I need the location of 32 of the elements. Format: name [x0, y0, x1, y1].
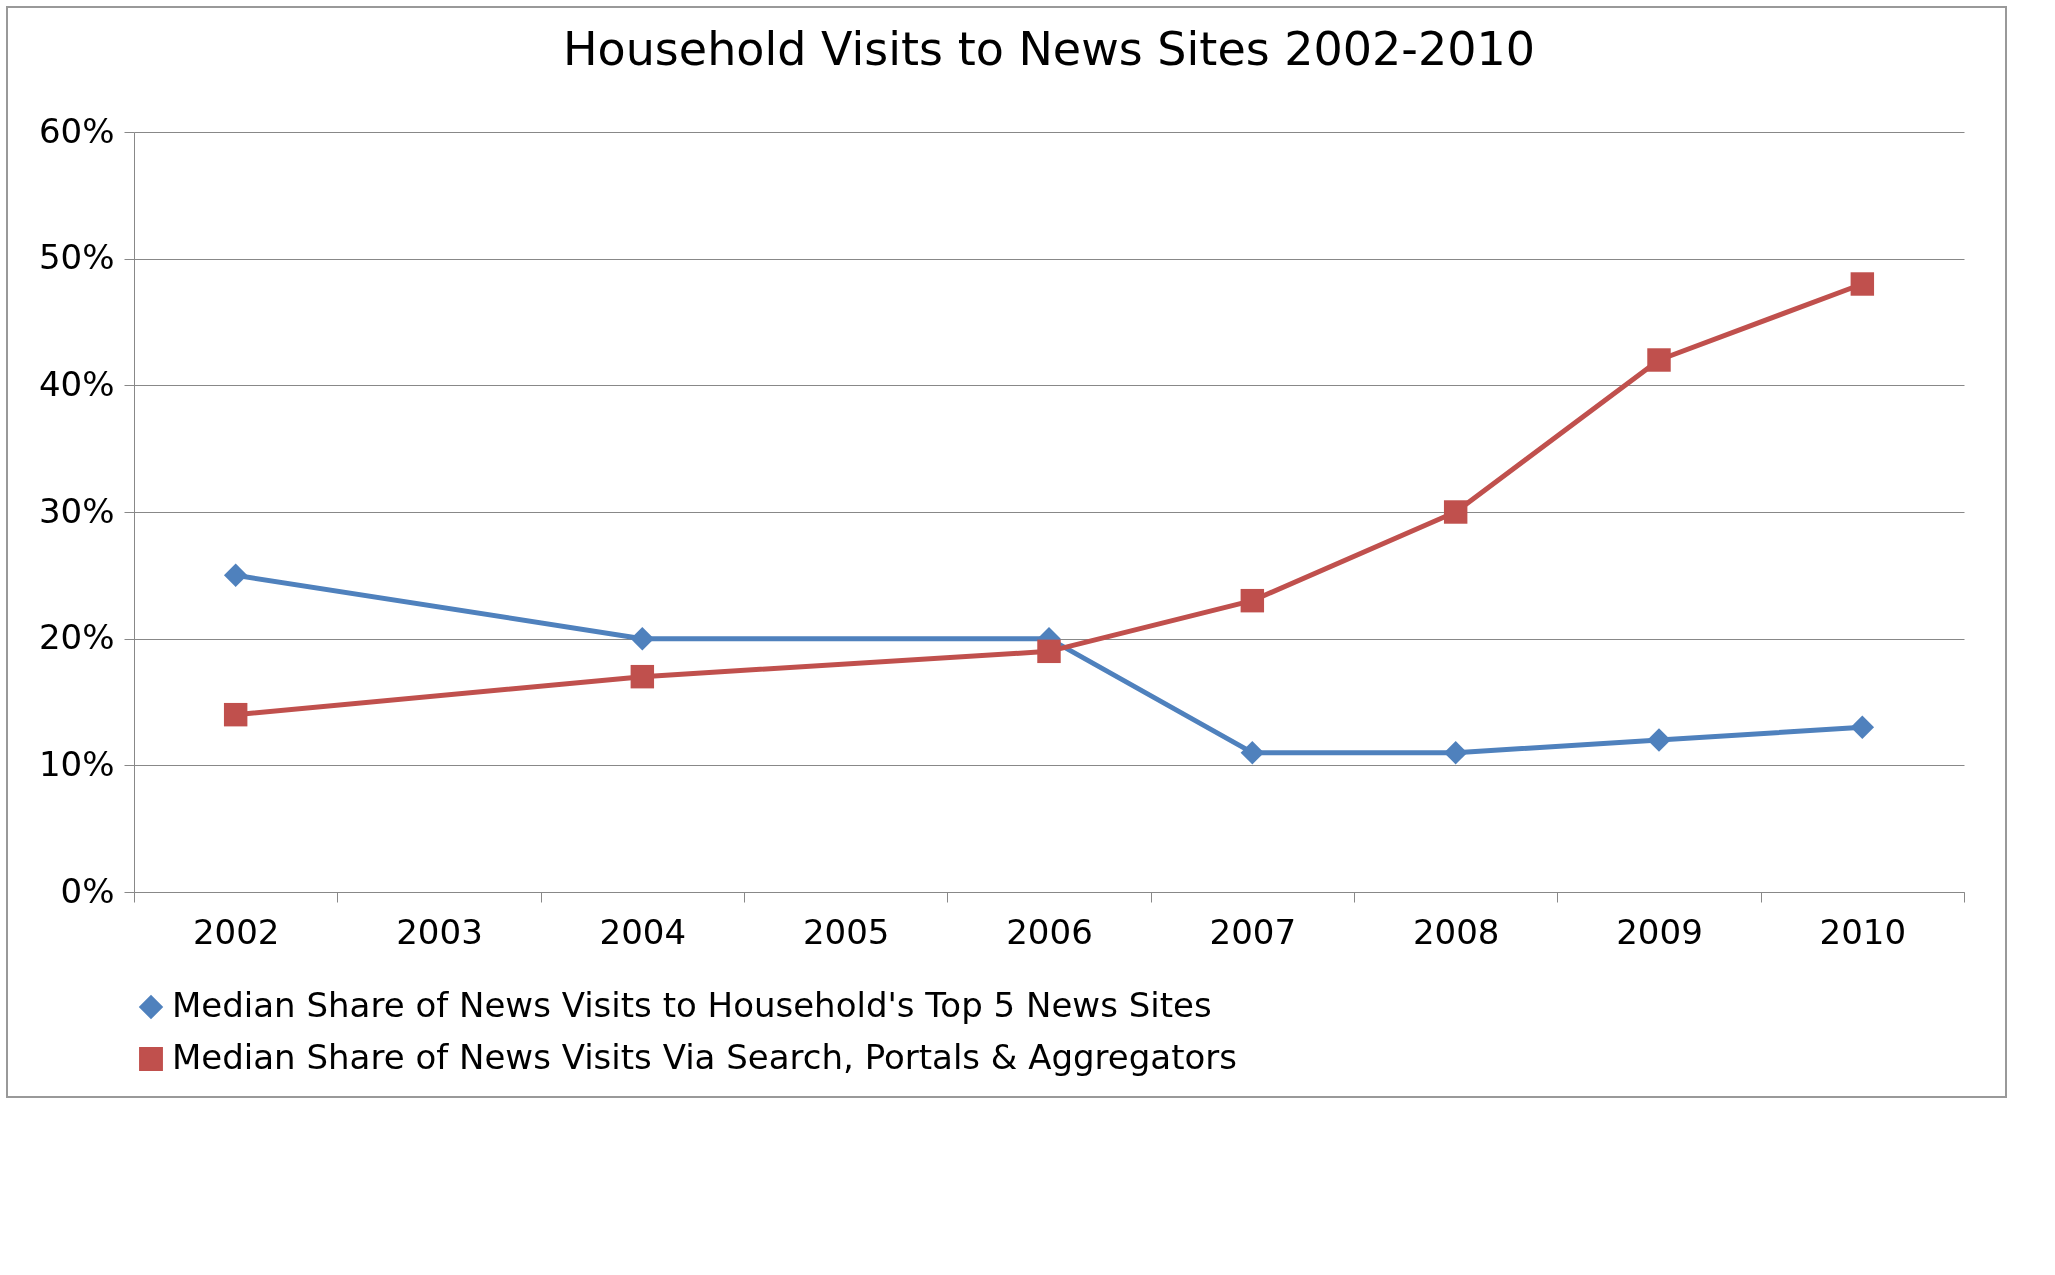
y-tick-label: 50% — [38, 237, 115, 278]
x-tick-label: 2003 — [396, 911, 483, 952]
x-tick-label: 2008 — [1412, 911, 1500, 952]
legend-label: Median Share of News Visits Via Search, Portals & Aggregators — [172, 1037, 1237, 1077]
x-tick-label: 2007 — [1209, 911, 1297, 952]
point — [1443, 500, 1468, 524]
x-tick-label: 2004 — [599, 911, 687, 952]
x-tick-label: 2009 — [1616, 911, 1703, 952]
point — [1443, 740, 1468, 765]
point — [1850, 272, 1875, 296]
point — [1240, 588, 1265, 613]
y-tick-label: 60% — [38, 110, 115, 151]
y-tick-label: 0% — [60, 870, 115, 911]
x-tick-label: 2010 — [1819, 911, 1907, 952]
x-tick-label: 2002 — [192, 911, 280, 952]
y-tick-label: 40% — [38, 363, 115, 404]
point — [1850, 715, 1875, 740]
point — [630, 664, 655, 689]
point — [223, 702, 248, 727]
point — [1647, 728, 1671, 752]
chart-title: Household Visits to News Sites 2002-2010 — [562, 22, 1536, 76]
y-tick-label: 30% — [38, 490, 115, 531]
y-tick-label: 20% — [38, 617, 115, 658]
x-tick-label: 2006 — [1006, 911, 1093, 952]
point — [223, 563, 248, 588]
point — [1240, 740, 1265, 765]
x-tick-label: 2005 — [802, 911, 890, 952]
legend-label: Median Share of News Visits to Household's Top 5 News Sites — [172, 985, 1212, 1025]
point — [630, 626, 655, 651]
point — [1647, 348, 1671, 372]
y-tick-label: 10% — [38, 743, 115, 784]
point — [1037, 639, 1061, 664]
